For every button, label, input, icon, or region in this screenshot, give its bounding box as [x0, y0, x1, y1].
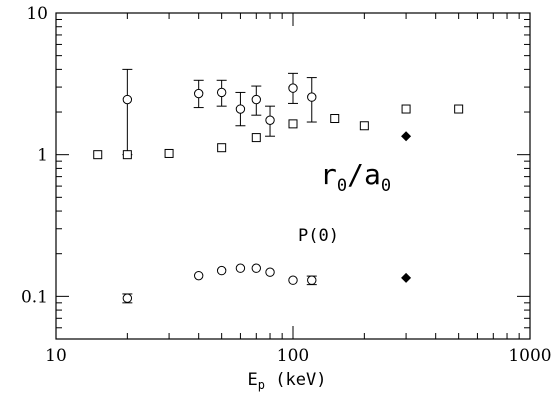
- p0-circles-point: [216, 265, 227, 276]
- p0-circles-point: [122, 293, 133, 303]
- r0a0-squares-point: [330, 114, 340, 124]
- x-axis-title-rest: (keV): [265, 370, 326, 390]
- r0a0-circles-point: [216, 87, 227, 98]
- x-axis-title-main: E: [248, 370, 258, 390]
- r0a0-squares-point: [288, 119, 298, 129]
- p0-diamond-point: [401, 272, 412, 283]
- r0a0-squares-point: [122, 150, 132, 160]
- svg-text:r0/a0: r0/a0: [320, 158, 391, 196]
- annotation-p0: P(0): [298, 226, 339, 246]
- r0a0-squares-point: [217, 143, 227, 153]
- r0a0-circles-point: [122, 94, 133, 105]
- r0a0-circles-point: [265, 115, 275, 125]
- annotation-a0-a: /a: [347, 158, 381, 191]
- p0-circles-point: [193, 270, 204, 281]
- r0a0-squares-point: [401, 104, 411, 114]
- axis-tick-labels: 10 100 1000 0.1 1 10: [21, 4, 552, 366]
- x-axis-title-sub: p: [258, 378, 265, 392]
- r0a0-circles-point: [193, 88, 204, 99]
- plot-frame: [55, 12, 531, 340]
- y-tick-label: 10: [26, 4, 48, 24]
- r0a0-circles-point: [307, 92, 317, 102]
- r0a0-squares-point: [359, 121, 369, 131]
- r0a0-circles-point: [235, 104, 246, 114]
- p0-circles-point: [265, 267, 275, 277]
- r0a0-diamond-point: [401, 131, 412, 142]
- annotation-r0-sub: 0: [337, 176, 347, 196]
- p0-circles-point: [288, 275, 298, 285]
- p0-circles-point: [251, 263, 261, 273]
- data-marks: [93, 68, 464, 304]
- annotation-r0-r: r: [320, 158, 337, 191]
- y-tick-label: 0.1: [21, 287, 48, 307]
- r0a0-squares-point: [251, 133, 261, 143]
- r0a0-squares-point: [93, 150, 103, 160]
- r0a0-squares-point: [454, 104, 464, 114]
- annotation-r0-a0: r0/a0: [320, 158, 391, 196]
- r0a0-squares-point: [164, 148, 174, 158]
- x-tick-label: 100: [277, 346, 309, 366]
- r0a0-circles-point: [251, 94, 261, 105]
- p0-circles-point: [307, 275, 317, 285]
- y-tick-label: 1: [37, 146, 48, 166]
- x-axis-title: Ep (keV): [248, 370, 327, 392]
- r0a0-circles-point: [288, 83, 298, 93]
- p0-circles-point: [235, 263, 246, 273]
- annotation-a0-sub: 0: [381, 176, 391, 196]
- axis-ticks: [55, 12, 531, 340]
- x-tick-label: 10: [45, 346, 67, 366]
- x-tick-label: 1000: [508, 346, 551, 366]
